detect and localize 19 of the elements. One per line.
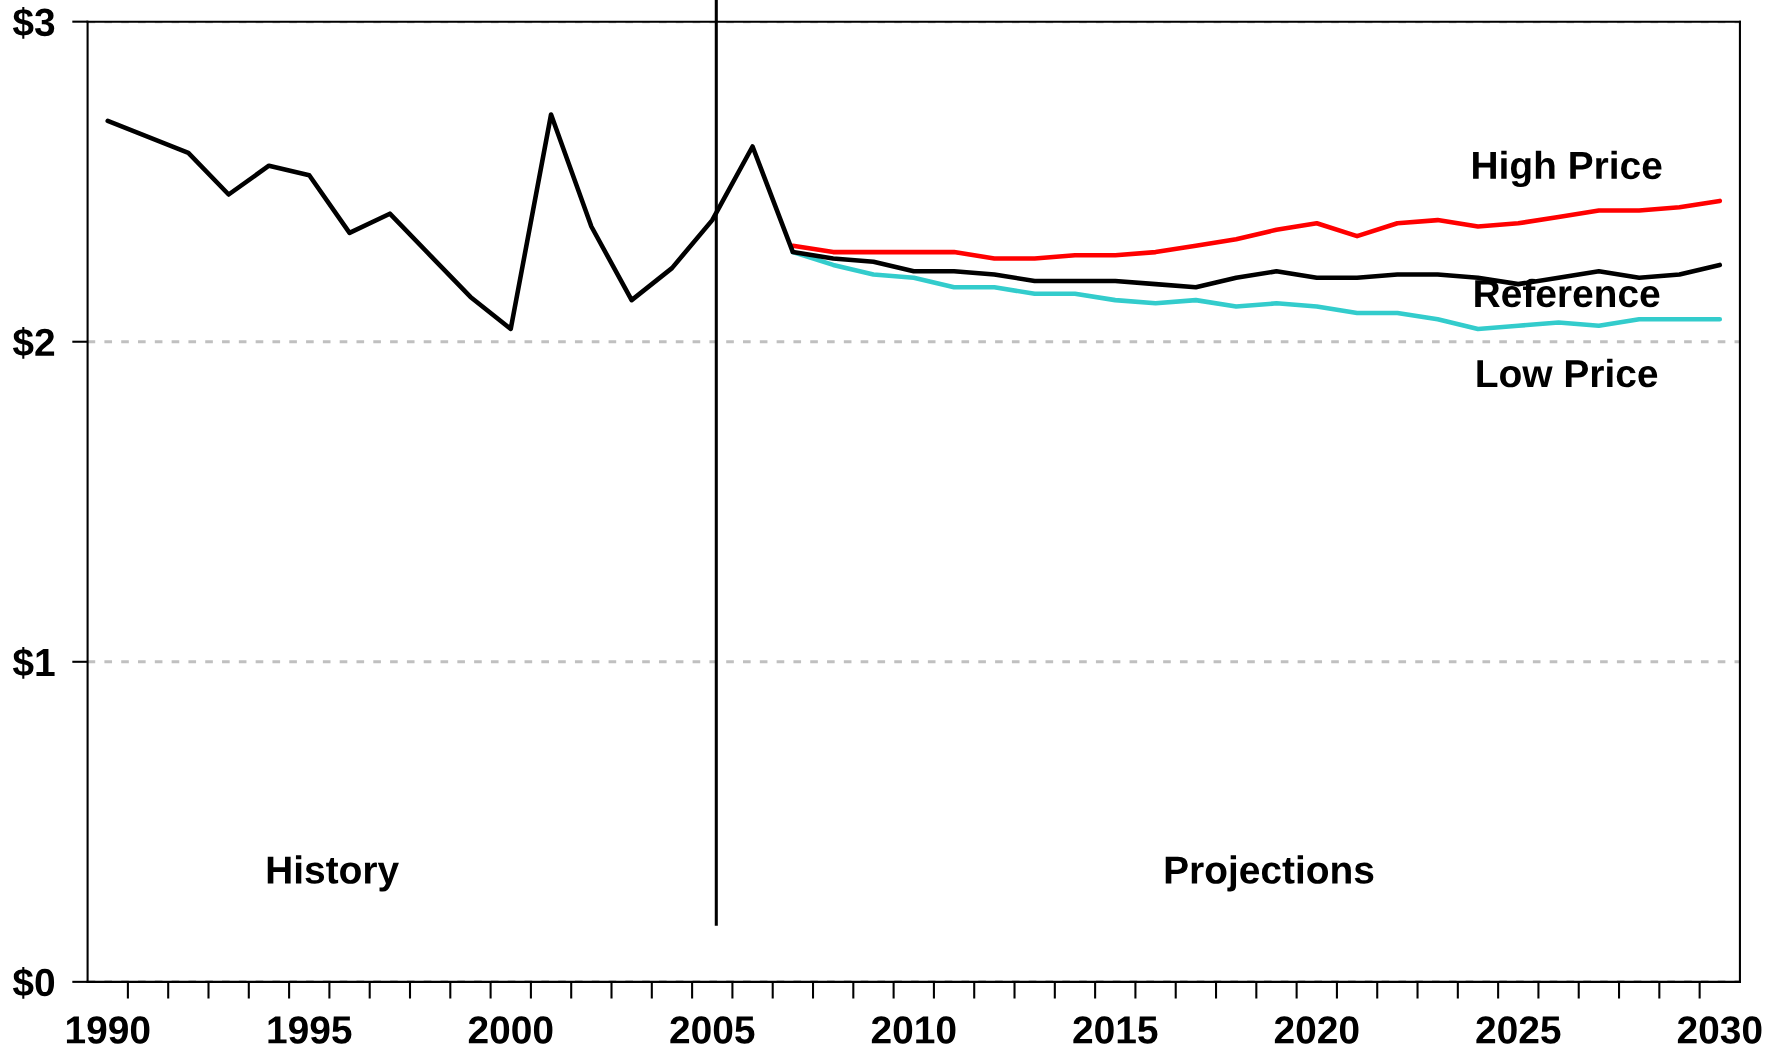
series-label: Reference	[1475, 278, 1660, 308]
line-series	[790, 198, 1723, 261]
x-tick-label: 2025	[1476, 1016, 1561, 1044]
y-tick-label: $1	[12, 647, 55, 679]
x-tick-label: 2015	[1073, 1016, 1158, 1044]
x-tick-label: 2000	[468, 1016, 553, 1044]
y-tick-label: $2	[12, 326, 55, 359]
y-tick-label: $3	[12, 6, 55, 39]
x-tick-label: 2030	[1677, 1016, 1762, 1044]
x-tick-label: 2010	[871, 1016, 956, 1044]
x-tick-label: 1990	[66, 1016, 150, 1044]
series-label: Low Price	[1477, 358, 1658, 388]
series-label: High Price	[1473, 150, 1662, 188]
x-tick-label: 1995	[268, 1016, 352, 1044]
x-tick-label: 2020	[1274, 1016, 1359, 1044]
annotation: History	[267, 855, 399, 892]
x-tick-label: 2005	[670, 1016, 755, 1044]
annotation: Projections	[1165, 855, 1374, 892]
y-tick-label: $0	[12, 967, 55, 999]
